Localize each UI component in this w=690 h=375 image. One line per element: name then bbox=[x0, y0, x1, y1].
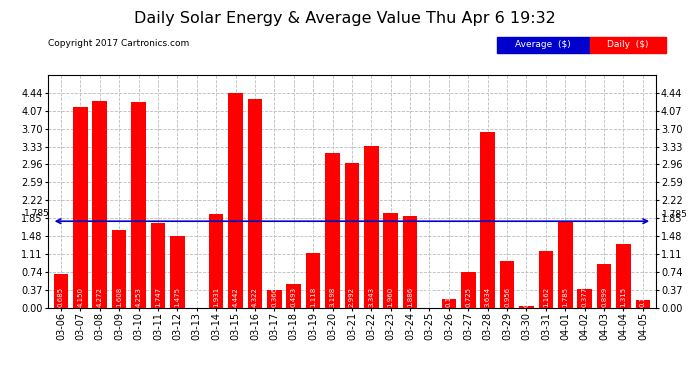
Bar bbox=[442, 298, 456, 307]
Bar bbox=[228, 93, 243, 308]
Text: 0.000: 0.000 bbox=[194, 287, 199, 307]
Bar bbox=[364, 146, 379, 308]
Bar bbox=[306, 254, 320, 308]
Bar bbox=[54, 274, 68, 308]
Text: 0.366: 0.366 bbox=[271, 287, 277, 307]
Bar bbox=[558, 221, 573, 308]
Text: 4.253: 4.253 bbox=[135, 287, 141, 307]
Bar bbox=[170, 236, 185, 308]
Text: Average  ($): Average ($) bbox=[515, 40, 571, 49]
Text: 1.886: 1.886 bbox=[407, 287, 413, 307]
Bar bbox=[150, 223, 165, 308]
Text: Daily Solar Energy & Average Value Thu Apr 6 19:32: Daily Solar Energy & Average Value Thu A… bbox=[134, 11, 556, 26]
Bar bbox=[384, 213, 398, 308]
Bar bbox=[635, 300, 650, 307]
Text: 4.322: 4.322 bbox=[252, 287, 258, 307]
Bar bbox=[73, 107, 88, 307]
Text: Daily  ($): Daily ($) bbox=[607, 40, 649, 49]
Text: 1.785: 1.785 bbox=[562, 287, 569, 307]
Bar bbox=[112, 230, 126, 308]
Text: 1.931: 1.931 bbox=[213, 287, 219, 307]
Text: 1.162: 1.162 bbox=[543, 287, 549, 307]
Bar bbox=[500, 261, 514, 308]
Text: 0.156: 0.156 bbox=[640, 287, 646, 307]
Bar bbox=[403, 216, 417, 308]
Bar bbox=[461, 273, 475, 308]
Text: 1.608: 1.608 bbox=[116, 287, 122, 307]
Text: 4.442: 4.442 bbox=[233, 287, 239, 307]
Text: 0.038: 0.038 bbox=[524, 287, 529, 307]
Bar bbox=[539, 251, 553, 308]
Text: 0.186: 0.186 bbox=[446, 287, 452, 307]
Text: 1.960: 1.960 bbox=[388, 287, 394, 307]
Bar bbox=[597, 264, 611, 308]
Bar bbox=[267, 290, 282, 308]
Text: 2.992: 2.992 bbox=[349, 287, 355, 307]
Bar bbox=[480, 132, 495, 308]
Text: 4.150: 4.150 bbox=[77, 287, 83, 307]
Text: 0.956: 0.956 bbox=[504, 287, 510, 307]
Bar bbox=[578, 289, 592, 308]
Text: 1.785: 1.785 bbox=[662, 210, 688, 219]
Bar bbox=[519, 306, 534, 308]
Text: 3.634: 3.634 bbox=[484, 287, 491, 307]
Text: 0.899: 0.899 bbox=[601, 287, 607, 307]
Text: 1.785: 1.785 bbox=[24, 209, 50, 218]
Bar bbox=[325, 153, 339, 308]
Bar bbox=[92, 101, 107, 308]
Text: 3.343: 3.343 bbox=[368, 287, 374, 307]
Text: 3.198: 3.198 bbox=[330, 287, 335, 307]
Text: 0.725: 0.725 bbox=[465, 287, 471, 307]
Bar bbox=[616, 244, 631, 308]
Bar bbox=[286, 284, 301, 308]
Text: 1.747: 1.747 bbox=[155, 287, 161, 307]
Bar bbox=[209, 214, 224, 308]
Bar bbox=[248, 99, 262, 308]
Text: 1.475: 1.475 bbox=[175, 287, 180, 307]
Text: 1.118: 1.118 bbox=[310, 287, 316, 307]
Text: 0.493: 0.493 bbox=[290, 287, 297, 307]
Bar bbox=[131, 102, 146, 308]
Bar bbox=[344, 163, 359, 308]
Text: 4.272: 4.272 bbox=[97, 287, 103, 307]
Text: Copyright 2017 Cartronics.com: Copyright 2017 Cartronics.com bbox=[48, 39, 190, 48]
Text: 0.685: 0.685 bbox=[58, 287, 64, 307]
Text: 0.377: 0.377 bbox=[582, 287, 588, 307]
Text: 1.315: 1.315 bbox=[620, 287, 627, 307]
Text: 0.000: 0.000 bbox=[426, 287, 433, 307]
